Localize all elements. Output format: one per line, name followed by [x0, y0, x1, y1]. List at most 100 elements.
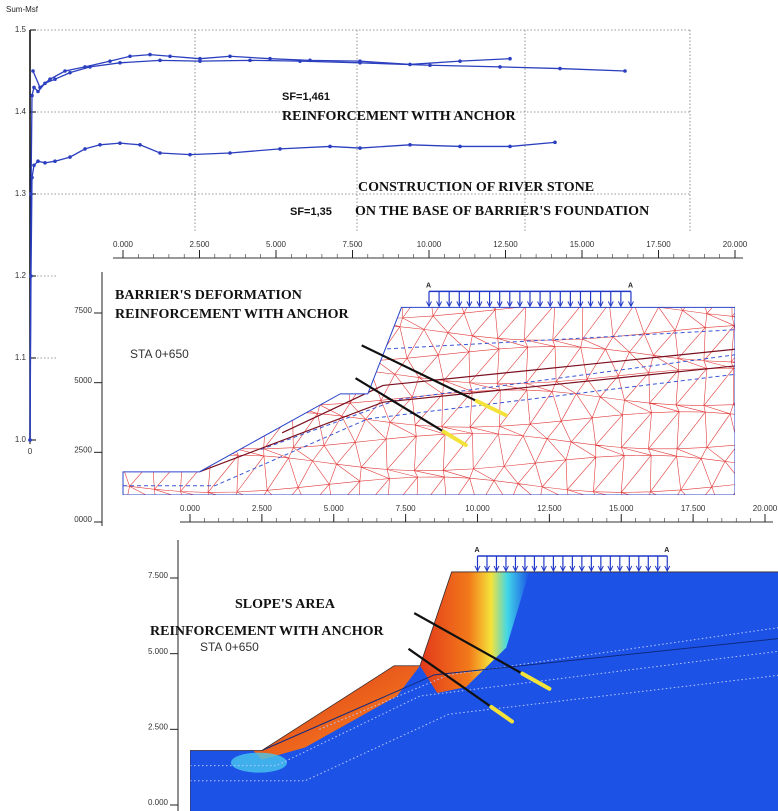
- x-tick-label: 7.500: [342, 240, 363, 249]
- series-point: [108, 59, 112, 63]
- section-label: STA 0+650: [130, 347, 189, 361]
- series-point: [118, 61, 122, 65]
- series-point: [68, 71, 72, 75]
- series-point: [68, 155, 72, 159]
- x-tick-label: 0.000: [113, 240, 134, 249]
- annotation: ON THE BASE OF BARRIER'S FOUNDATION: [355, 204, 649, 219]
- panel-title: BARRIER'S DEFORMATION: [115, 288, 302, 303]
- series-point: [31, 69, 35, 73]
- x-tick-label: 5.000: [266, 240, 287, 249]
- series-point: [43, 161, 47, 165]
- series-point: [508, 57, 512, 61]
- series-point: [458, 59, 462, 63]
- series-point: [188, 153, 192, 157]
- y-tick-label: 1.2: [15, 271, 27, 280]
- y-tick-label: 1.3: [15, 189, 27, 198]
- load-label: A: [628, 282, 633, 289]
- series-point: [98, 143, 102, 147]
- y-tick-label: 1.5: [15, 25, 27, 34]
- series-point: [148, 53, 152, 57]
- y-tick-label: 0000: [74, 515, 92, 524]
- series-point: [158, 151, 162, 155]
- series-point: [458, 145, 462, 149]
- x-tick-label: 20.000: [753, 504, 778, 513]
- series-point: [63, 69, 67, 73]
- x-tick-label: 5.000: [324, 504, 345, 513]
- x-tick-label: 17.500: [681, 504, 706, 513]
- y-tick-label: 7.500: [148, 571, 169, 580]
- panel-title: SLOPE'S AREA: [235, 597, 336, 612]
- series-point: [158, 59, 162, 63]
- load-label: A: [664, 547, 669, 554]
- y-tick-label: 1.0: [15, 435, 27, 444]
- series-point: [328, 145, 332, 149]
- toe-zone: [231, 753, 287, 773]
- series-point: [228, 151, 232, 155]
- series-point: [428, 63, 432, 67]
- series-point: [48, 77, 52, 81]
- x-tick-label: 0: [28, 447, 33, 456]
- x-tick-label: 17.500: [646, 240, 671, 249]
- series-point: [408, 143, 412, 147]
- series-point: [36, 159, 40, 163]
- series-point: [168, 54, 172, 58]
- series-point: [358, 59, 362, 63]
- series-point: [118, 141, 122, 145]
- series-point: [29, 274, 33, 278]
- x-tick-label: 7.500: [396, 504, 417, 513]
- series-point: [38, 86, 42, 90]
- series-point: [128, 54, 132, 58]
- x-tick-label: 2.500: [189, 240, 210, 249]
- x-tick-label: 20.000: [723, 240, 748, 249]
- x-tick-label: 0.000: [180, 504, 201, 513]
- series-point: [53, 159, 57, 163]
- y-tick-label: 7500: [74, 306, 92, 315]
- contour-panel: 0.000 2.500 5.000 7.500 10.000 12.500 15.000 17…: [148, 500, 778, 811]
- x-tick-label: 2.500: [252, 504, 273, 513]
- x-tick-label: 12.500: [537, 504, 562, 513]
- series-point: [30, 94, 34, 98]
- y-tick-label: 1.1: [15, 353, 27, 362]
- series-point: [498, 65, 502, 69]
- panel-title: REINFORCEMENT WITH ANCHOR: [115, 307, 350, 322]
- y-axis-title: Sum-Msf: [6, 5, 39, 14]
- annotation: REINFORCEMENT WITH ANCHOR: [282, 109, 517, 124]
- series-point: [558, 67, 562, 71]
- y-tick-label: 5.000: [148, 647, 169, 656]
- y-tick-label: 2500: [74, 445, 92, 454]
- load-label: A: [426, 282, 431, 289]
- series-point: [278, 147, 282, 151]
- x-tick-label: 15.000: [609, 504, 634, 513]
- section-label: STA 0+650: [200, 640, 259, 654]
- panel-title: REINFORCEMENT WITH ANCHOR: [150, 624, 385, 639]
- series-point: [228, 54, 232, 58]
- y-tick-label: 1.4: [15, 107, 27, 116]
- series-point: [248, 59, 252, 63]
- x-tick-label: 12.500: [493, 240, 518, 249]
- series-point: [408, 63, 412, 67]
- figure: Sum-Msf 1.0 1.1 1.2 1.3 1.4 1.5 0 SF=1,461 REINFO…: [0, 0, 778, 811]
- annotation: SF=1,35: [290, 206, 332, 218]
- y-tick-label: 5000: [74, 376, 92, 385]
- x-tick-label: 15.000: [570, 240, 595, 249]
- series-point: [53, 77, 57, 81]
- series-point: [198, 57, 202, 61]
- y-tick-label: 0.000: [148, 798, 169, 807]
- series-point: [30, 176, 34, 180]
- series-point: [83, 147, 87, 151]
- series-point: [28, 438, 32, 442]
- series-point: [138, 143, 142, 147]
- annotation: CONSTRUCTION OF RIVER STONE: [358, 180, 594, 195]
- series-point: [32, 86, 36, 90]
- x-tick-label: 10.000: [417, 240, 442, 249]
- x-tick-label: 10.000: [465, 504, 490, 513]
- series-point: [32, 164, 36, 168]
- annotation: SF=1,461: [282, 91, 330, 103]
- series-point: [308, 59, 312, 63]
- series-point: [553, 141, 557, 145]
- y-tick-label: 2.500: [148, 722, 169, 731]
- series-point: [83, 65, 87, 69]
- series-point: [623, 69, 627, 73]
- load-label: A: [475, 547, 480, 554]
- series-point: [268, 57, 272, 61]
